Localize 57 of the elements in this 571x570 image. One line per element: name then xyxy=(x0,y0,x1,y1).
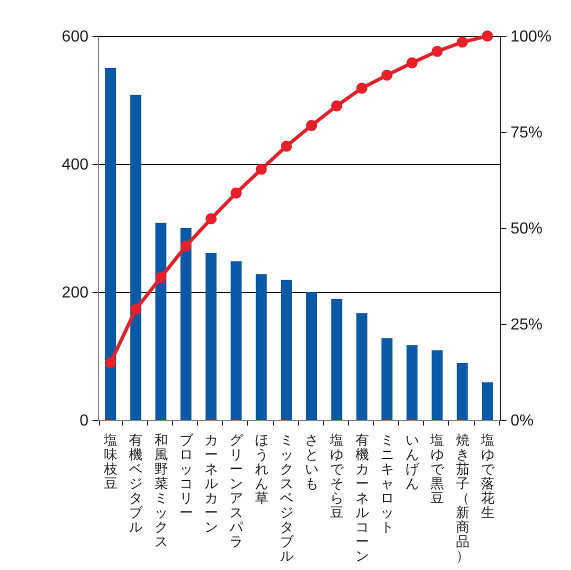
x-tick-label: ほうれん草 xyxy=(254,432,269,506)
point xyxy=(256,164,267,175)
category-label: ミックスベジタブル xyxy=(280,432,294,564)
x-tick-label: グリーンアスパラ xyxy=(228,432,245,549)
y-tick-label: 600 xyxy=(62,28,89,46)
y-tick-label: 0 xyxy=(80,412,89,430)
point xyxy=(432,46,443,57)
point xyxy=(105,357,116,368)
point xyxy=(180,240,192,252)
point xyxy=(155,272,166,283)
bar xyxy=(331,299,342,420)
y-tick-label: 400 xyxy=(62,156,89,174)
x-tick-label: ブロッコリー xyxy=(179,432,194,520)
bar xyxy=(432,350,443,420)
bar xyxy=(356,313,368,420)
point xyxy=(406,57,418,68)
bar xyxy=(130,94,142,420)
y2-tick-label: 100% xyxy=(510,28,552,46)
y2-tick-label: 50% xyxy=(510,220,543,238)
bar xyxy=(280,280,292,420)
x-tick-label: いんげん xyxy=(406,432,421,491)
point xyxy=(130,304,142,315)
point xyxy=(331,100,342,112)
x-tick-label: カーネルカーン xyxy=(204,432,219,534)
x-tick-label: ミニキャロット xyxy=(380,432,394,534)
point xyxy=(306,120,318,131)
bar xyxy=(230,261,242,420)
point xyxy=(381,70,392,81)
x-tick-label: 有機ベジタブル xyxy=(129,432,144,534)
bar xyxy=(456,363,468,420)
bar xyxy=(381,338,392,420)
bar xyxy=(256,274,267,420)
bar xyxy=(105,68,116,420)
x-tick-label: 塩ゆでそら豆 xyxy=(329,432,346,520)
bar xyxy=(406,345,418,420)
x-tick-label: 塩味枝豆 xyxy=(103,432,118,491)
x-tick-label: 塩ゆで黒豆 xyxy=(430,432,446,506)
y2-tick-label: 25% xyxy=(510,316,543,334)
bar xyxy=(155,222,166,420)
y2-tick-label: 75% xyxy=(510,124,543,142)
point xyxy=(482,30,493,42)
bar xyxy=(180,228,192,420)
point xyxy=(230,188,242,199)
point xyxy=(280,140,292,152)
x-tick-label: さといも xyxy=(305,432,320,491)
x-tick-label: 塩ゆで落花生 xyxy=(480,432,496,520)
bar xyxy=(482,382,493,420)
point xyxy=(456,36,468,48)
x-tick-label: 和風野菜ミックス xyxy=(154,432,168,549)
y-tick-label: 200 xyxy=(62,284,89,302)
bar xyxy=(206,252,217,420)
point xyxy=(206,213,217,224)
point xyxy=(356,82,368,94)
y2-tick-label: 0% xyxy=(510,412,534,430)
category-label: 有機カーネルコーン xyxy=(355,432,370,564)
category-label: 焼き茄子（新商品） xyxy=(456,432,470,564)
bar xyxy=(306,292,318,420)
